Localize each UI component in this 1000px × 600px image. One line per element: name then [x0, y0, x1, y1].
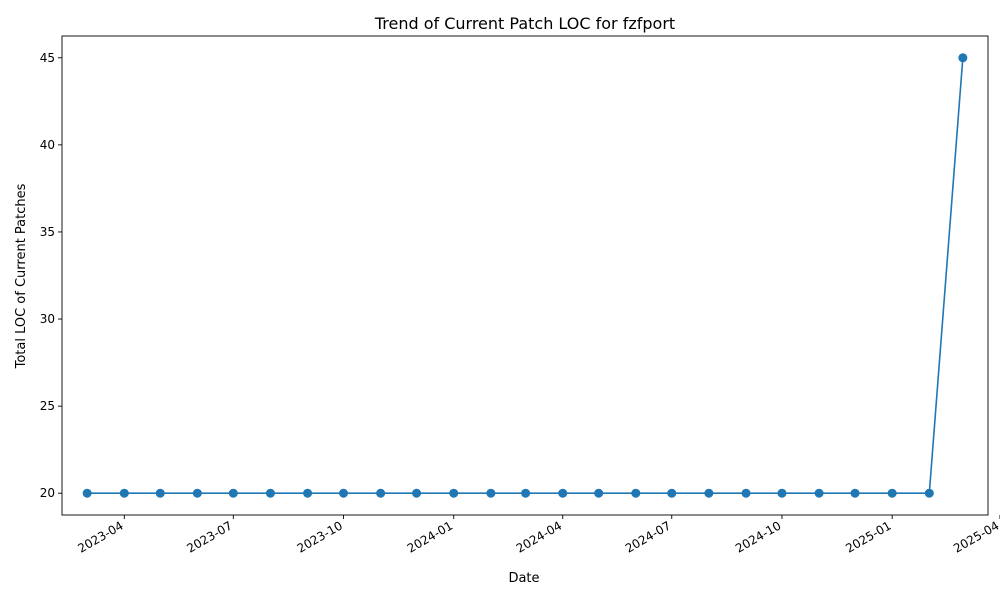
data-point	[339, 488, 349, 498]
x-tick-label: 2023-10	[295, 518, 345, 555]
x-tick-label: 2024-01	[405, 518, 455, 555]
data-point	[192, 488, 202, 498]
data-point	[631, 488, 641, 498]
x-axis-label: Date	[508, 571, 539, 586]
x-tick-label: 2024-04	[514, 518, 564, 555]
data-point	[265, 488, 275, 498]
y-tick-label: 35	[40, 225, 55, 239]
data-point	[303, 488, 313, 498]
data-point	[741, 488, 751, 498]
y-tick-label: 40	[40, 138, 55, 152]
data-point	[228, 488, 238, 498]
plot-area	[61, 35, 989, 516]
data-point	[667, 488, 677, 498]
x-tick-label: 2024-10	[733, 518, 783, 555]
x-tick-label: 2023-07	[184, 518, 234, 555]
data-series	[82, 53, 968, 498]
x-axis: 2023-04 2023-07 2023-10 2024-01 2024-04 2024-…	[75, 515, 1000, 556]
data-point	[119, 488, 129, 498]
data-point	[449, 488, 459, 498]
data-point	[594, 488, 604, 498]
data-point	[82, 488, 92, 498]
data-point	[521, 488, 531, 498]
data-point	[412, 488, 422, 498]
y-tick-label: 45	[40, 51, 55, 65]
data-point	[486, 488, 496, 498]
data-point	[887, 488, 897, 498]
x-tick-label: 2025-04	[951, 518, 1000, 555]
data-point	[850, 488, 860, 498]
x-tick-label: 2024-07	[623, 518, 673, 555]
data-point	[704, 488, 714, 498]
y-tick-label: 20	[40, 486, 55, 500]
data-point	[924, 488, 934, 498]
chart-title: Trend of Current Patch LOC for fzfport	[374, 14, 675, 33]
data-point	[777, 488, 787, 498]
y-axis-label: Total LOC of Current Patches	[14, 183, 29, 369]
data-point	[958, 53, 968, 63]
data-point	[558, 488, 568, 498]
y-axis: 20 25 30 35 40 45	[40, 51, 62, 500]
y-tick-label: 30	[40, 312, 55, 326]
data-point	[814, 488, 824, 498]
data-point	[376, 488, 386, 498]
x-tick-label: 2025-01	[843, 518, 893, 555]
x-tick-label: 2023-04	[75, 518, 125, 555]
data-point	[155, 488, 165, 498]
y-tick-label: 25	[40, 399, 55, 413]
